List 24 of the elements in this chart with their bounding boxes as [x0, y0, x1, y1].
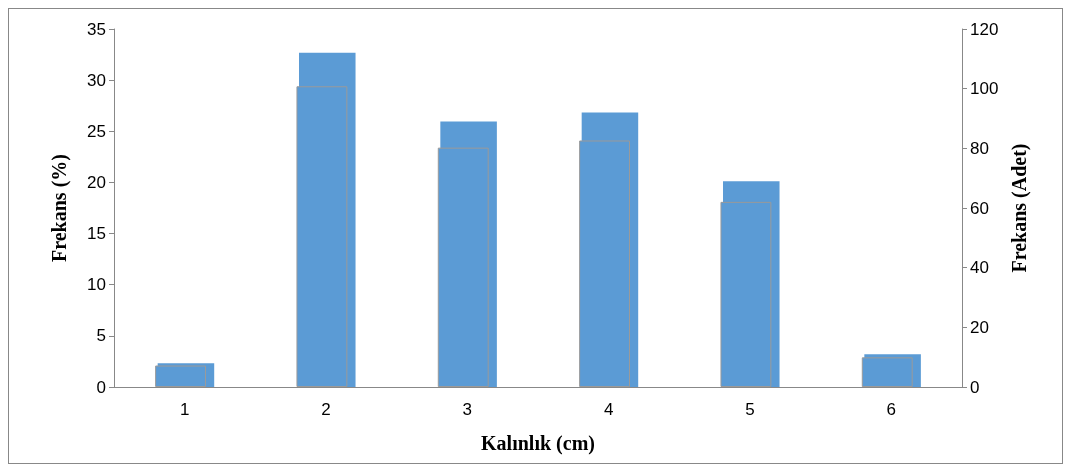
y-tick-label: 25 [87, 121, 106, 141]
y2-tick-label: 20 [970, 317, 989, 337]
y-tick-label: 30 [87, 70, 106, 90]
y-tick-label: 5 [96, 326, 106, 346]
y-tick-label: 35 [87, 19, 106, 39]
y2-axis-title: Frekans (Adet) [1008, 143, 1032, 273]
y-tick-label: 20 [87, 172, 106, 192]
y2-tick-label: 60 [970, 198, 989, 218]
y-tick-label: 15 [87, 224, 106, 244]
y-tick-label: 10 [87, 275, 106, 295]
x-tick-label: 4 [603, 400, 614, 419]
y2-tick-label: 0 [970, 377, 980, 397]
y2-tick-label: 80 [970, 138, 989, 158]
x-tick-label: 2 [321, 400, 331, 419]
x-tick-label: 1 [179, 400, 190, 419]
y2-tick-label: 120 [970, 19, 999, 39]
x-tick-label: 5 [745, 400, 755, 419]
y2-tick-label: 40 [970, 258, 989, 278]
y-tick-label: 0 [96, 377, 106, 397]
y-axis-title: Frekans (%) [48, 154, 71, 262]
x-tick-label: 6 [886, 400, 897, 419]
y2-tick-label: 100 [970, 79, 999, 99]
x-tick-label: 3 [462, 400, 473, 419]
x-axis-title: Kalınlık (cm) [481, 432, 595, 455]
